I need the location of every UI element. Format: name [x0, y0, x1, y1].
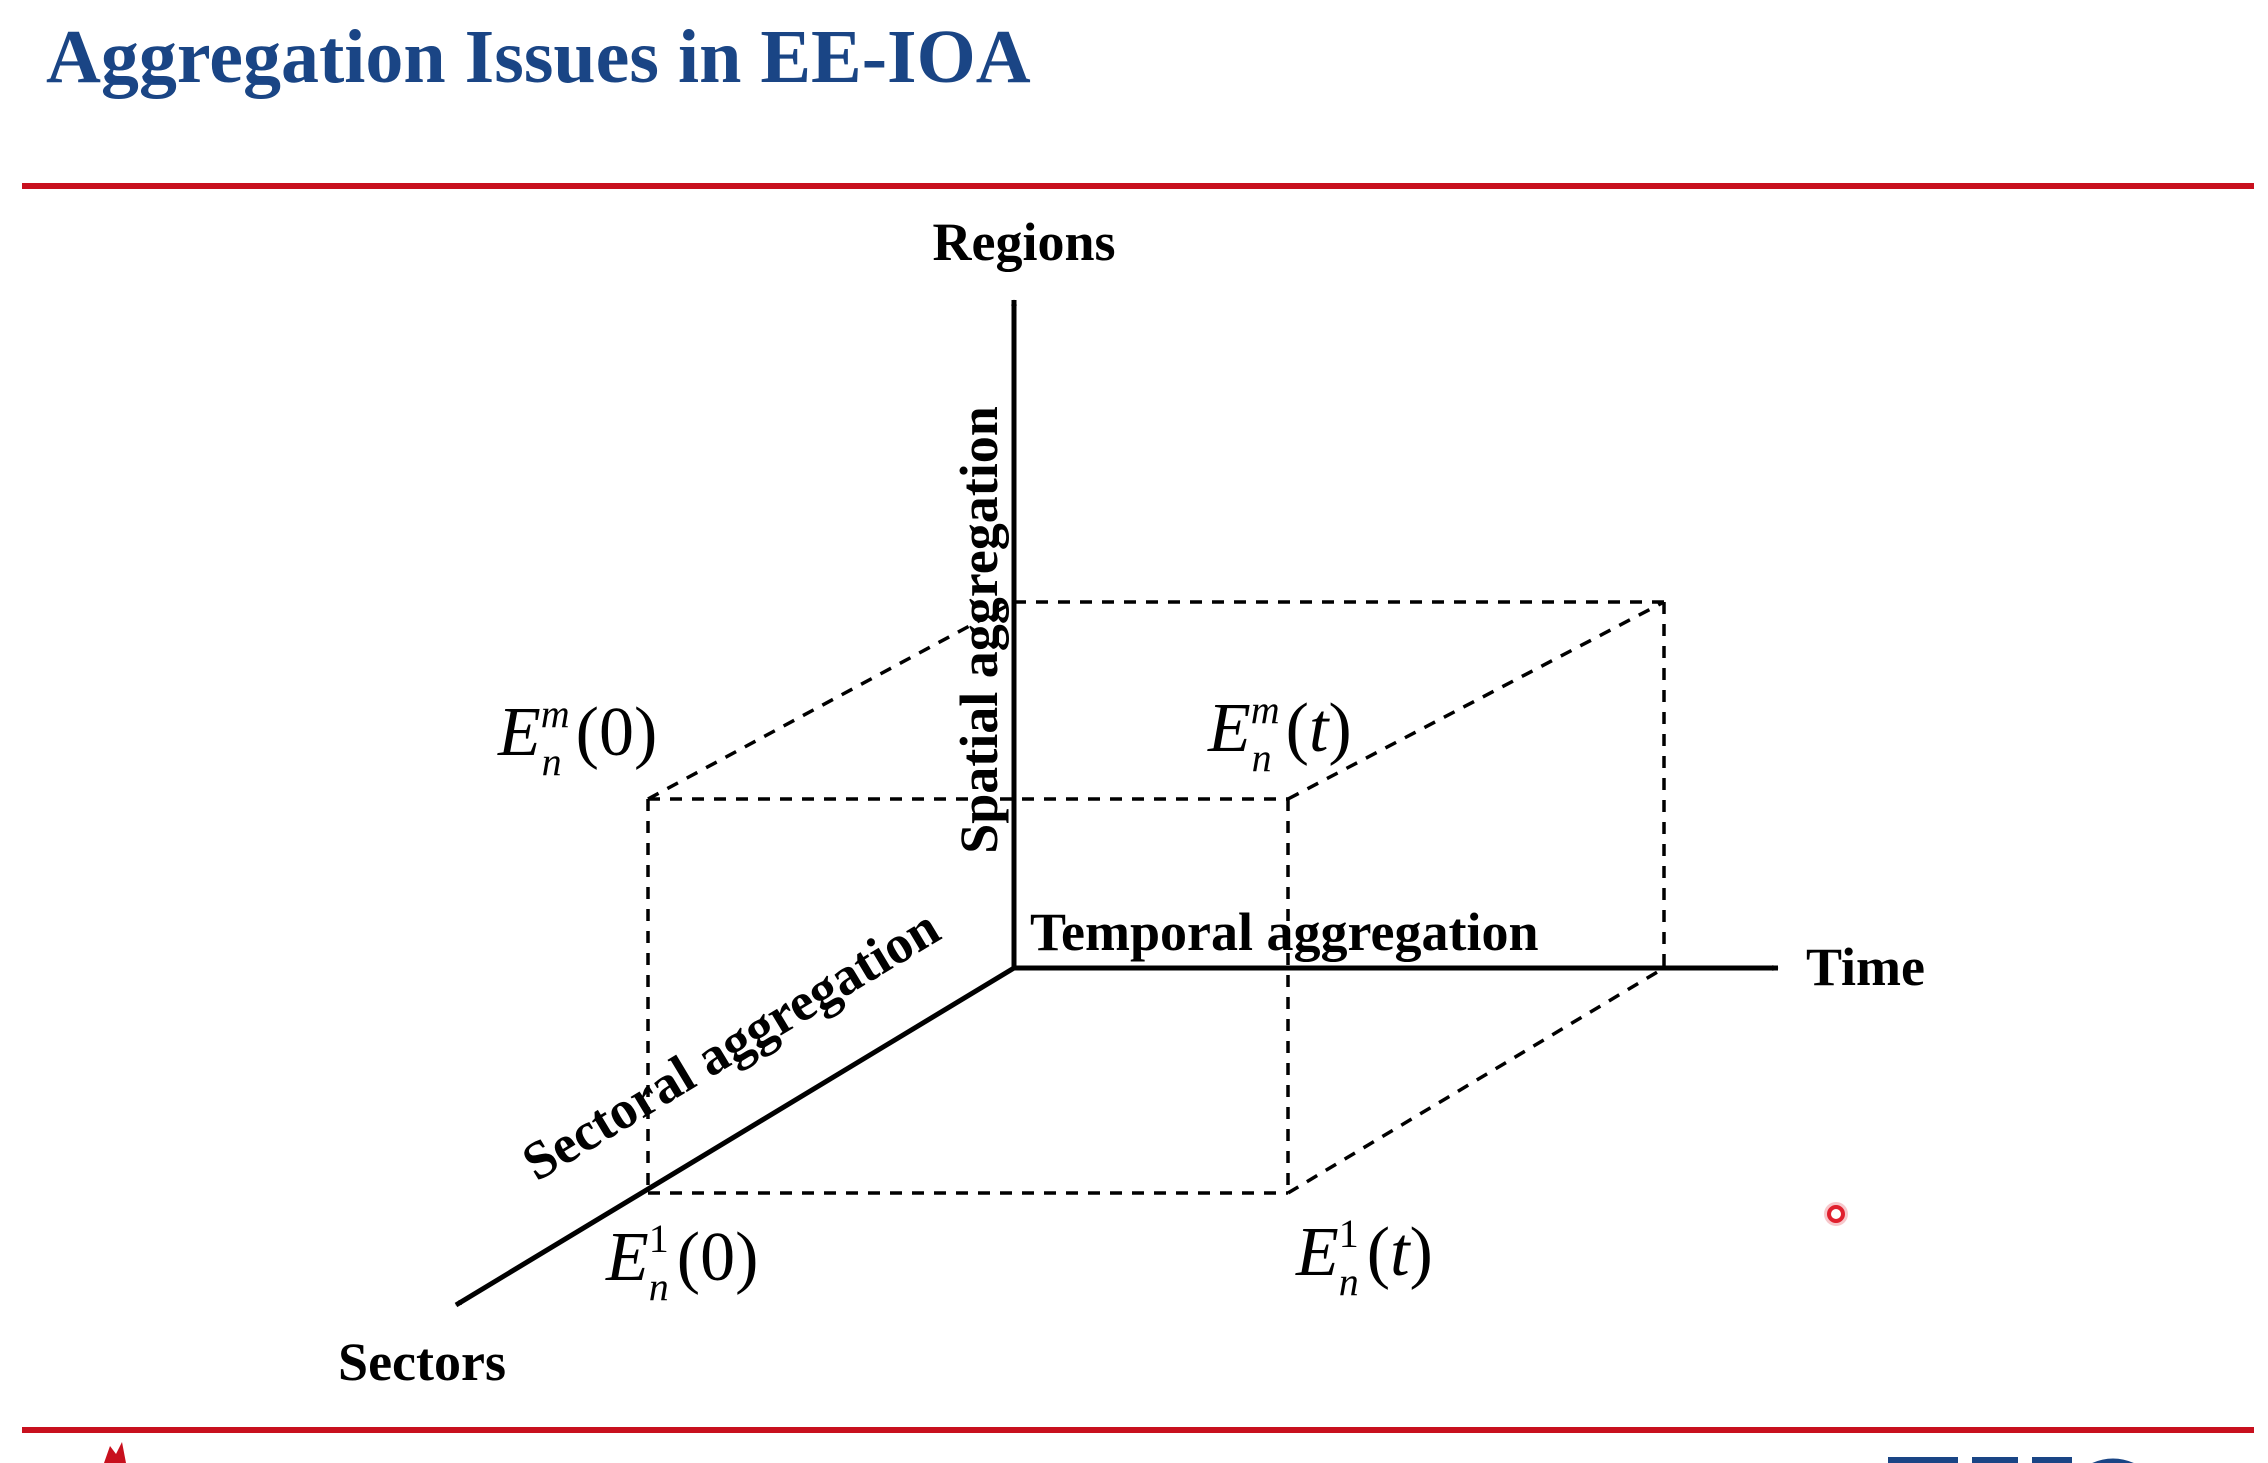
dashed-cube — [646, 600, 1666, 1195]
cube-edge-depth-top-right — [1287, 600, 1665, 801]
temporal-aggregation-label: Temporal aggregation — [1030, 902, 1539, 962]
slide-title: Aggregation Issues in EE-IOA — [46, 15, 1031, 99]
sectors-axis-label: Sectors — [338, 1332, 506, 1392]
corner-label-top-left: Em n (0) — [497, 691, 657, 784]
corner-label-top-right: Em n (t) — [1207, 687, 1352, 780]
spatial-aggregation-label: Spatial aggregation — [949, 406, 1009, 854]
axes — [454, 299, 1779, 1308]
university-logo-fragment-icon — [96, 1440, 136, 1463]
brand-logo-fragment-icon — [1888, 1452, 2188, 1463]
corner-label-bottom-right: E1 n (t) — [1295, 1211, 1433, 1304]
cube-edge-depth-top-left — [647, 600, 1015, 801]
corner-label-bottom-left: E1 n (0) — [605, 1216, 758, 1309]
time-axis-label: Time — [1806, 937, 1925, 997]
top-divider — [22, 183, 2254, 189]
cursor-dot-icon — [1827, 1205, 1845, 1223]
cube-edge-depth-bottom-right — [1287, 966, 1665, 1195]
bottom-divider — [22, 1427, 2254, 1433]
regions-axis-label: Regions — [932, 212, 1115, 272]
sectors-axis — [454, 965, 1016, 1308]
